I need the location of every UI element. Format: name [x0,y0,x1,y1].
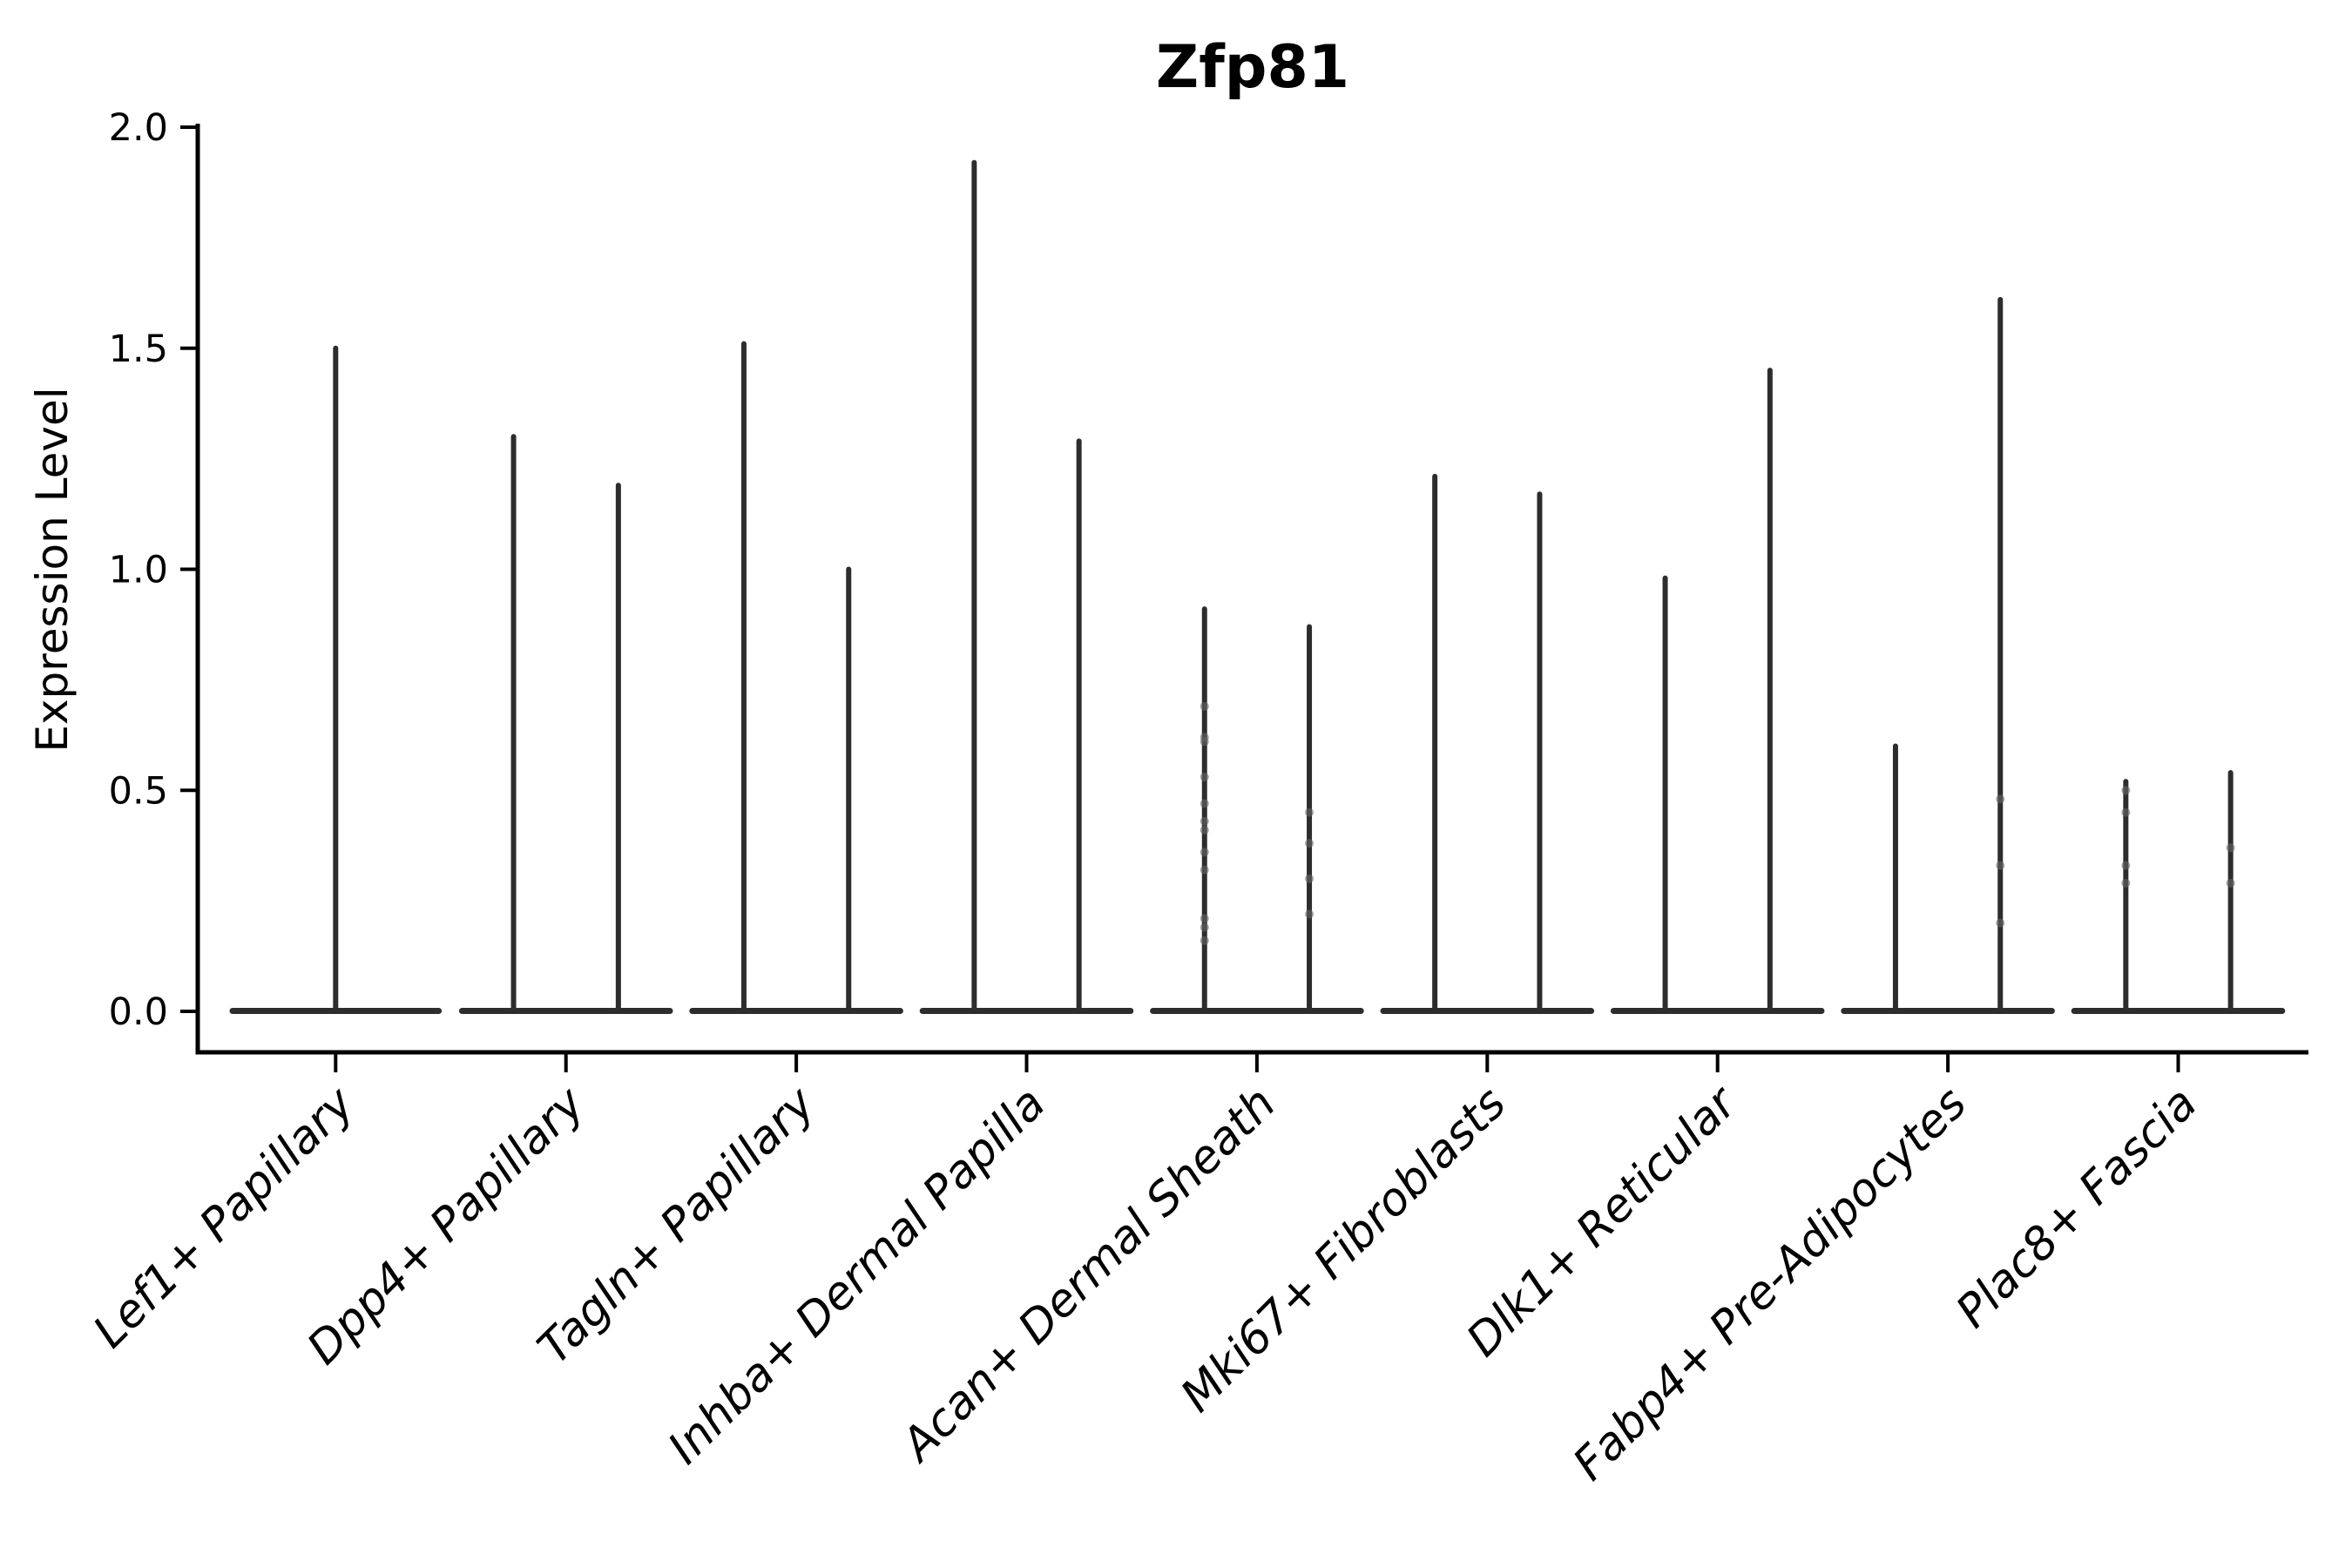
jitter-point [1305,874,1315,883]
jitter-point [1200,848,1209,857]
y-tick-label: 2.0 [109,106,168,150]
jitter-point [1200,773,1209,782]
jitter-point [1305,808,1315,817]
x-tick-label: Acan+ Dermal Sheath [890,1078,1286,1473]
jitter-point [1305,839,1315,848]
jitter-point [2121,861,2131,870]
jitter-point [1200,701,1209,711]
y-tick-label: 0.5 [109,769,168,813]
jitter-point [2121,808,2131,817]
y-tick-label: 1.0 [109,549,168,592]
x-tick-label: Plac8+ Fascia [1946,1078,2207,1338]
x-tick-label: Fabp4+ Pre-Adipocytes [1564,1078,1977,1491]
jitter-point [1200,737,1209,747]
jitter-point [1200,825,1209,835]
x-tick-label: Inhba+ Dermal Papilla [659,1078,1056,1475]
jitter-point [2226,878,2235,888]
jitter-point [1200,816,1209,826]
y-tick-label: 1.5 [109,328,168,371]
jitter-point [1200,865,1209,875]
jitter-point [1305,909,1315,919]
jitter-point [1996,794,2005,804]
jitter-point [1200,914,1209,923]
jitter-point [2121,878,2131,888]
jitter-point [1200,923,1209,932]
jitter-point [2121,786,2131,795]
y-axis-label: Expression Level [27,387,78,752]
chart-title: Zfp81 [1156,33,1349,102]
jitter-point [1996,918,2005,928]
jitter-point [1200,799,1209,808]
jitter-point [1200,936,1209,945]
jitter-point [1996,861,2005,870]
jitter-point [2226,843,2235,853]
y-tick-label: 0.0 [109,990,168,1034]
